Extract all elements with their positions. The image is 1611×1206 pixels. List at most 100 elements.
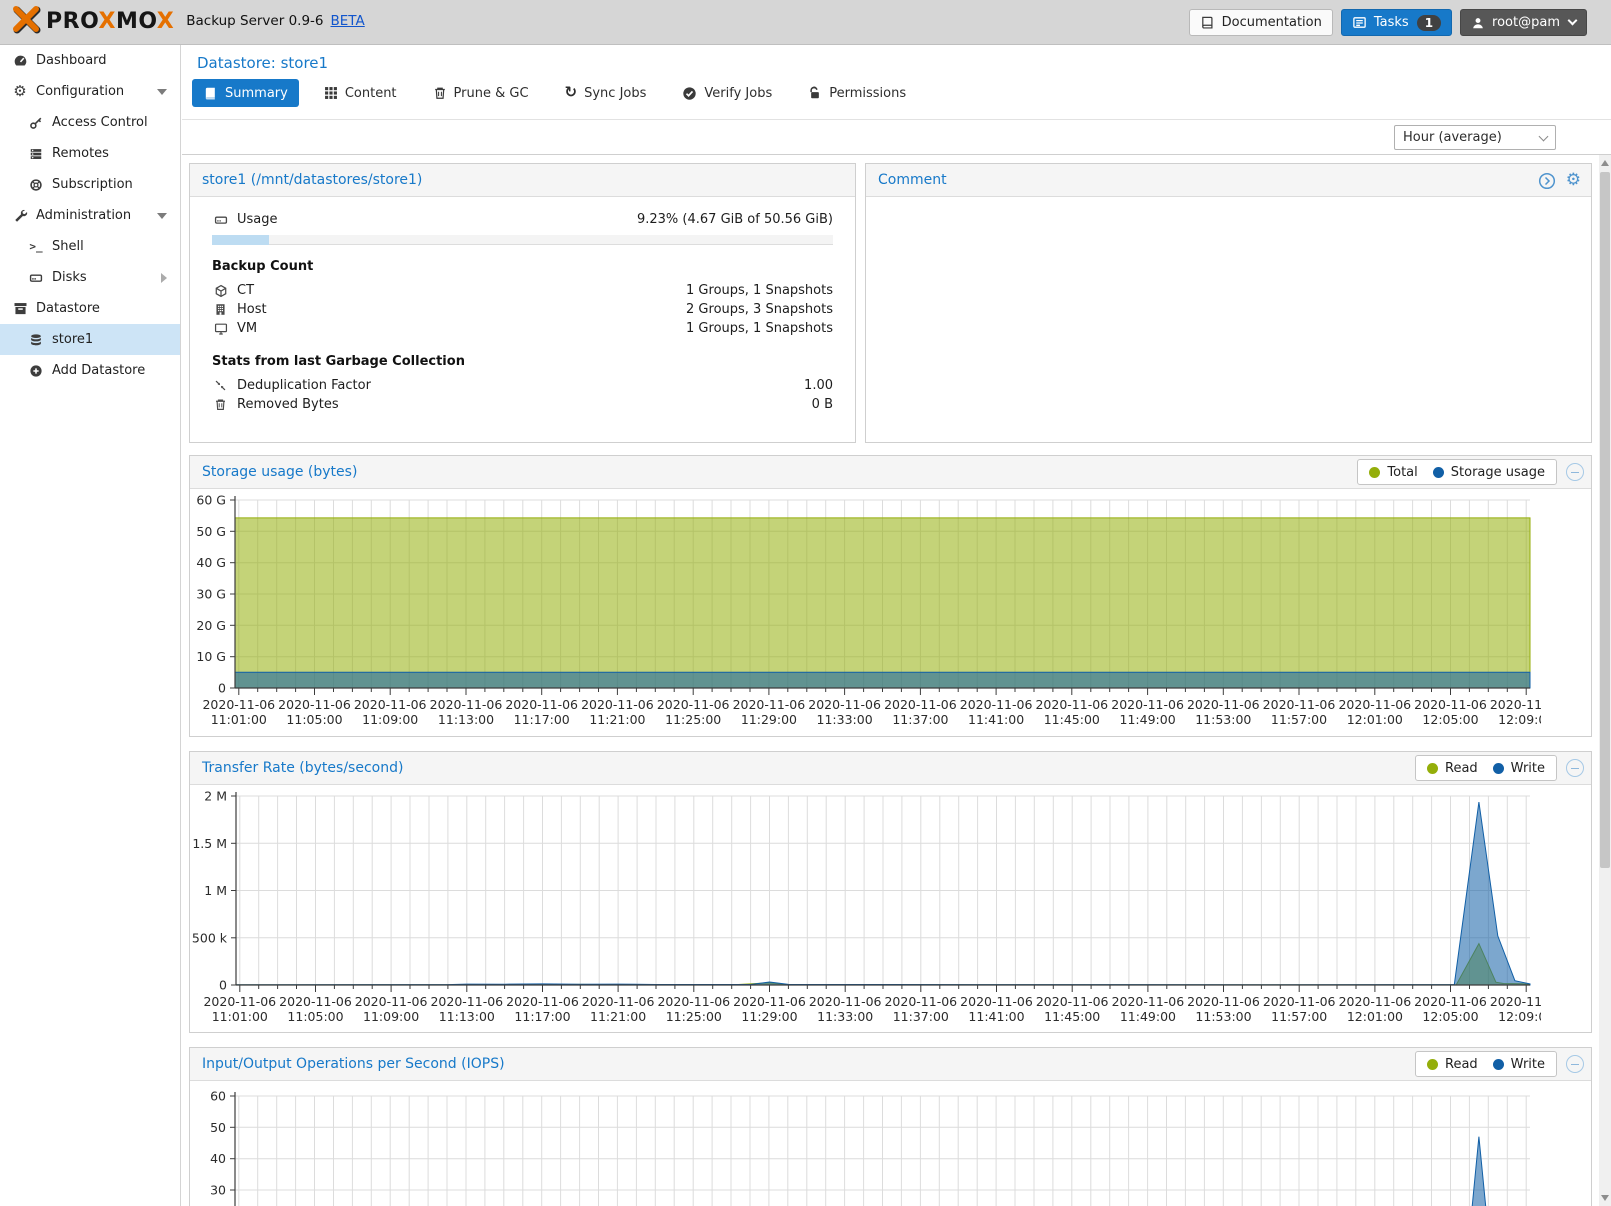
collapse-arrow-icon[interactable]	[157, 213, 167, 219]
svg-text:11:57:00: 11:57:00	[1271, 712, 1327, 727]
svg-text:50: 50	[210, 1120, 226, 1135]
store1-panel-title: store1 (/mnt/datastores/store1)	[202, 172, 422, 188]
legend-item-write[interactable]: Write	[1493, 761, 1545, 776]
comment-panel: Comment ⚙	[865, 163, 1592, 443]
svg-text:2020-11-06: 2020-11-06	[1490, 994, 1541, 1009]
scroll-down-arrow-icon[interactable]	[1601, 1195, 1609, 1201]
sidebar-item-shell[interactable]: >_ Shell	[0, 231, 180, 262]
sidebar-item-configuration[interactable]: ⚙ Configuration	[0, 76, 180, 107]
svg-text:11:45:00: 11:45:00	[1044, 1009, 1100, 1024]
svg-text:2020-11-06: 2020-11-06	[279, 994, 352, 1009]
svg-text:10 G: 10 G	[196, 649, 226, 664]
product-name: Backup Server 0.9-6	[186, 13, 323, 29]
hdd-icon	[212, 213, 229, 227]
svg-text:11:33:00: 11:33:00	[817, 1009, 873, 1024]
user-menu-button[interactable]: root@pam	[1460, 9, 1587, 36]
svg-text:11:17:00: 11:17:00	[514, 712, 570, 727]
svg-text:2020-11-06: 2020-11-06	[1338, 697, 1411, 712]
svg-text:2020-11-06: 2020-11-06	[1414, 697, 1487, 712]
svg-text:11:45:00: 11:45:00	[1044, 712, 1100, 727]
svg-text:2020-11-06: 2020-11-06	[884, 697, 957, 712]
tasks-button[interactable]: Tasks 1	[1341, 9, 1452, 36]
chart-legend: Total Storage usage	[1357, 459, 1557, 485]
svg-text:30: 30	[210, 1183, 226, 1198]
sidebar-item-add-datastore[interactable]: Add Datastore	[0, 355, 180, 386]
svg-text:11:17:00: 11:17:00	[514, 1009, 570, 1024]
svg-text:2020-11-06: 2020-11-06	[582, 994, 655, 1009]
tab-prune-gc[interactable]: Prune & GC	[422, 79, 540, 107]
sidebar-item-administration[interactable]: Administration	[0, 200, 180, 231]
svg-text:11:21:00: 11:21:00	[589, 712, 645, 727]
refresh-icon: ↻	[565, 85, 578, 101]
svg-text:0: 0	[218, 681, 226, 696]
tab-content[interactable]: Content	[313, 79, 408, 107]
svg-text:30 G: 30 G	[196, 587, 226, 602]
scrollbar-thumb[interactable]	[1600, 172, 1610, 868]
grid-icon	[324, 86, 338, 100]
svg-text:11:37:00: 11:37:00	[893, 1009, 949, 1024]
sidebar-item-dashboard[interactable]: Dashboard	[0, 45, 180, 76]
legend-item-write[interactable]: Write	[1493, 1057, 1545, 1072]
user-label: root@pam	[1492, 15, 1560, 30]
collapse-panel-icon[interactable]	[1566, 759, 1584, 777]
collapse-arrow-icon[interactable]	[157, 89, 167, 95]
legend-dot	[1369, 467, 1380, 478]
svg-text:2020-11-06: 2020-11-06	[733, 697, 806, 712]
terminal-icon: >_	[27, 240, 45, 253]
svg-text:2 M: 2 M	[204, 789, 227, 804]
range-toolbar: Hour (average)	[182, 120, 1611, 155]
svg-text:40 G: 40 G	[196, 555, 226, 570]
tab-permissions[interactable]: Permissions	[797, 79, 917, 107]
sidebar-item-remotes[interactable]: Remotes	[0, 138, 180, 169]
sidebar-item-disks[interactable]: Disks	[0, 262, 180, 293]
legend-item-read[interactable]: Read	[1427, 761, 1478, 776]
svg-text:2020-11-06: 2020-11-06	[657, 994, 730, 1009]
expand-arrow-icon[interactable]	[161, 273, 167, 283]
sidebar-item-subscription[interactable]: Subscription	[0, 169, 180, 200]
content-area: store1 (/mnt/datastores/store1) Usage 9.…	[182, 155, 1599, 1206]
svg-text:12:09:00: 12:09:00	[1498, 712, 1541, 727]
legend-item-read[interactable]: Read	[1427, 1057, 1478, 1072]
svg-text:0: 0	[219, 978, 227, 993]
legend-item-storage-usage[interactable]: Storage usage	[1433, 465, 1545, 480]
svg-text:2020-11-06: 2020-11-06	[1490, 697, 1541, 712]
gear-icon[interactable]: ⚙	[1566, 172, 1581, 189]
svg-text:2020-11-06: 2020-11-06	[1187, 697, 1260, 712]
sidebar-item-store1[interactable]: store1	[0, 324, 180, 355]
scroll-up-arrow-icon[interactable]	[1601, 160, 1609, 166]
svg-text:2020-11-06: 2020-11-06	[960, 994, 1033, 1009]
compress-arrows-icon	[212, 379, 229, 392]
dedup-row: Deduplication Factor 1.00	[212, 376, 833, 395]
collapse-panel-icon[interactable]	[1566, 463, 1584, 481]
comment-body[interactable]	[866, 197, 1591, 442]
chevron-circle-right-icon[interactable]	[1538, 172, 1556, 190]
building-icon	[212, 303, 229, 316]
collapse-panel-icon[interactable]	[1566, 1055, 1584, 1073]
tasks-label: Tasks	[1374, 15, 1409, 30]
backup-count-header: Backup Count	[212, 259, 833, 274]
svg-text:2020-11-06: 2020-11-06	[733, 994, 806, 1009]
chevron-down-icon	[1539, 131, 1549, 141]
vertical-scrollbar[interactable]	[1599, 155, 1611, 1206]
tachometer-icon	[11, 53, 29, 68]
beta-link[interactable]: BETA	[331, 13, 365, 29]
legend-dot	[1493, 763, 1504, 774]
tab-summary[interactable]: Summary	[192, 79, 299, 107]
proxmox-logo: PROXMOX Backup Server 0.9-6 BETA	[12, 6, 365, 36]
svg-text:11:13:00: 11:13:00	[439, 1009, 495, 1024]
database-icon	[27, 333, 45, 347]
svg-text:11:29:00: 11:29:00	[741, 712, 797, 727]
svg-text:2020-11-06: 2020-11-06	[354, 697, 427, 712]
sidebar-item-access-control[interactable]: Access Control	[0, 107, 180, 138]
time-range-select[interactable]: Hour (average)	[1394, 125, 1556, 150]
tab-sync-jobs[interactable]: ↻ Sync Jobs	[554, 79, 658, 107]
documentation-button[interactable]: Documentation	[1189, 9, 1333, 36]
sidebar-item-datastore[interactable]: Datastore	[0, 293, 180, 324]
tab-verify-jobs[interactable]: Verify Jobs	[671, 79, 783, 107]
svg-text:12:05:00: 12:05:00	[1422, 1009, 1478, 1024]
svg-text:2020-11-06: 2020-11-06	[202, 697, 275, 712]
legend-item-total[interactable]: Total	[1369, 465, 1417, 480]
svg-text:11:21:00: 11:21:00	[590, 1009, 646, 1024]
main-area: Datastore: store1 Summary	[182, 45, 1611, 1206]
book-icon	[1200, 15, 1215, 30]
